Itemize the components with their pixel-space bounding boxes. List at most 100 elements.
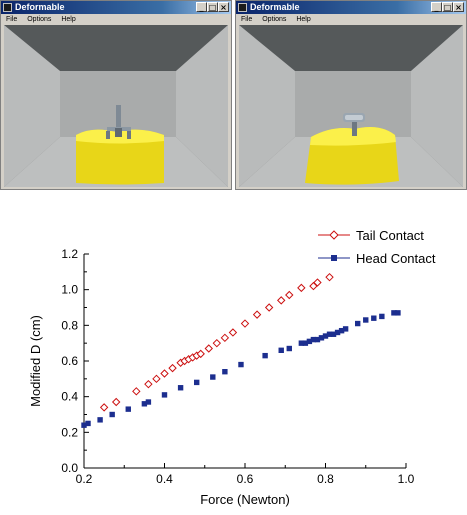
y-tick-label: 1.0: [61, 283, 78, 297]
menu-help[interactable]: Help: [61, 16, 76, 23]
3d-viewport[interactable]: [239, 25, 463, 187]
legend: Tail Contact Head Contact: [318, 228, 436, 266]
tail-contact-point: [160, 369, 169, 378]
tail-contact-point: [228, 328, 238, 337]
deformable-window-left: Deformable _ □ × File Options Help: [0, 0, 232, 190]
tail-contact-point: [325, 272, 334, 282]
menu-bar: File Options Help: [236, 14, 466, 25]
tail-contact-point: [252, 310, 262, 319]
menu-options[interactable]: Options: [27, 16, 52, 23]
legend-marker-tail: [329, 230, 339, 240]
tail-contact-point: [220, 333, 230, 343]
y-tick-label: 0.2: [61, 425, 78, 439]
tail-contact-point: [285, 290, 294, 300]
right-wall: [176, 25, 228, 187]
title-bar[interactable]: Deformable _ □ ×: [1, 1, 231, 14]
tail-contact-point: [277, 296, 286, 305]
x-tick-label: 0.2: [76, 472, 93, 486]
tail-contact-point: [144, 379, 153, 389]
head-contact-point: [342, 326, 349, 332]
tail-contact-point: [212, 338, 222, 348]
legend-label-head: Head Contact: [356, 251, 436, 266]
head-contact-point: [141, 401, 148, 407]
y-tick-label: 0.4: [61, 390, 78, 404]
head-contact-point: [322, 333, 329, 339]
deformable-object[interactable]: [305, 127, 399, 185]
tail-contact-point: [196, 349, 205, 359]
tail-contact-point: [99, 403, 109, 412]
tail-contact-point: [152, 374, 161, 384]
deformable-object[interactable]: [76, 129, 164, 185]
menu-options[interactable]: Options: [262, 16, 287, 23]
head-contact-point: [298, 340, 305, 346]
y-axis-title: Modified D (cm): [28, 315, 43, 407]
head-contact-point: [238, 361, 244, 368]
right-wall: [411, 25, 463, 187]
menu-file[interactable]: File: [6, 16, 18, 23]
y-tick-label: 0.8: [61, 318, 78, 332]
head-contact-point: [318, 335, 325, 341]
maximize-button[interactable]: □: [207, 2, 218, 12]
tail-contact-point: [264, 303, 274, 312]
head-contact-point: [395, 310, 401, 316]
head-contact-point: [314, 336, 321, 343]
y-tick-label: 0.0: [61, 461, 78, 475]
menu-bar: File Options Help: [1, 14, 231, 25]
minimize-button[interactable]: _: [431, 2, 442, 12]
legend-label-tail: Tail Contact: [356, 228, 424, 243]
close-button[interactable]: ×: [218, 2, 229, 12]
haptic-probe-tool[interactable]: [343, 113, 365, 136]
head-contact-point: [222, 369, 228, 375]
y-tick-label: 0.6: [61, 354, 78, 368]
tail-contact-point: [297, 283, 306, 293]
tail-contact-point: [168, 363, 177, 373]
x-tick-label: 0.8: [317, 472, 334, 486]
head-contact-point: [262, 352, 268, 359]
tail-contact-point: [313, 278, 322, 287]
head-contact-point: [194, 379, 200, 386]
head-contact-point: [371, 315, 377, 321]
x-axis-title: Force (Newton): [200, 492, 290, 507]
head-contact-point: [278, 347, 284, 353]
minimize-button[interactable]: _: [196, 2, 207, 12]
x-tick-label: 1.0: [398, 472, 415, 486]
x-tick-label: 0.6: [237, 472, 254, 486]
app-icon[interactable]: [238, 3, 247, 12]
head-contact-point: [330, 331, 337, 337]
close-button[interactable]: ×: [453, 2, 464, 12]
head-contact-point: [302, 340, 309, 346]
tail-contact-point: [132, 387, 141, 396]
head-contact-point: [177, 385, 184, 391]
maximize-button[interactable]: □: [442, 2, 453, 12]
window-title: Deformable: [250, 2, 300, 12]
head-contact-point: [109, 411, 115, 418]
head-contact-point: [310, 336, 317, 343]
app-icon[interactable]: [3, 3, 12, 12]
force-displacement-chart: 0.0 0.2 0.4 0.6 0.8 1.0 1.2 0.2 0.4 0.6 0.8 1.0 For…: [0, 210, 467, 515]
tail-contact-point: [111, 397, 121, 407]
menu-help[interactable]: Help: [296, 16, 311, 23]
head-contact-point: [363, 317, 369, 323]
title-bar[interactable]: Deformable _ □ ×: [236, 1, 466, 14]
3d-viewport[interactable]: [4, 25, 228, 187]
x-tick-label: 0.4: [156, 472, 173, 486]
left-wall: [239, 25, 295, 187]
head-contact-point: [81, 422, 87, 428]
legend-marker-head: [331, 255, 337, 261]
window-title: Deformable: [15, 2, 65, 12]
head-contact-point: [391, 310, 397, 316]
deformable-window-right: Deformable _ □ × File Options Help: [235, 0, 467, 190]
ceiling: [4, 25, 228, 71]
menu-file[interactable]: File: [241, 16, 253, 23]
head-contact-point: [306, 338, 313, 345]
head-contact-point: [145, 399, 152, 405]
head-contact-point: [161, 392, 168, 398]
head-contact-point: [379, 313, 385, 320]
ceiling: [239, 25, 463, 71]
left-wall: [4, 25, 60, 187]
tail-contact-point: [240, 319, 250, 328]
head-contact-point: [334, 329, 341, 336]
haptic-probe-tool[interactable]: [106, 105, 131, 139]
head-contact-point: [326, 331, 333, 337]
head-contact-point: [355, 320, 361, 327]
